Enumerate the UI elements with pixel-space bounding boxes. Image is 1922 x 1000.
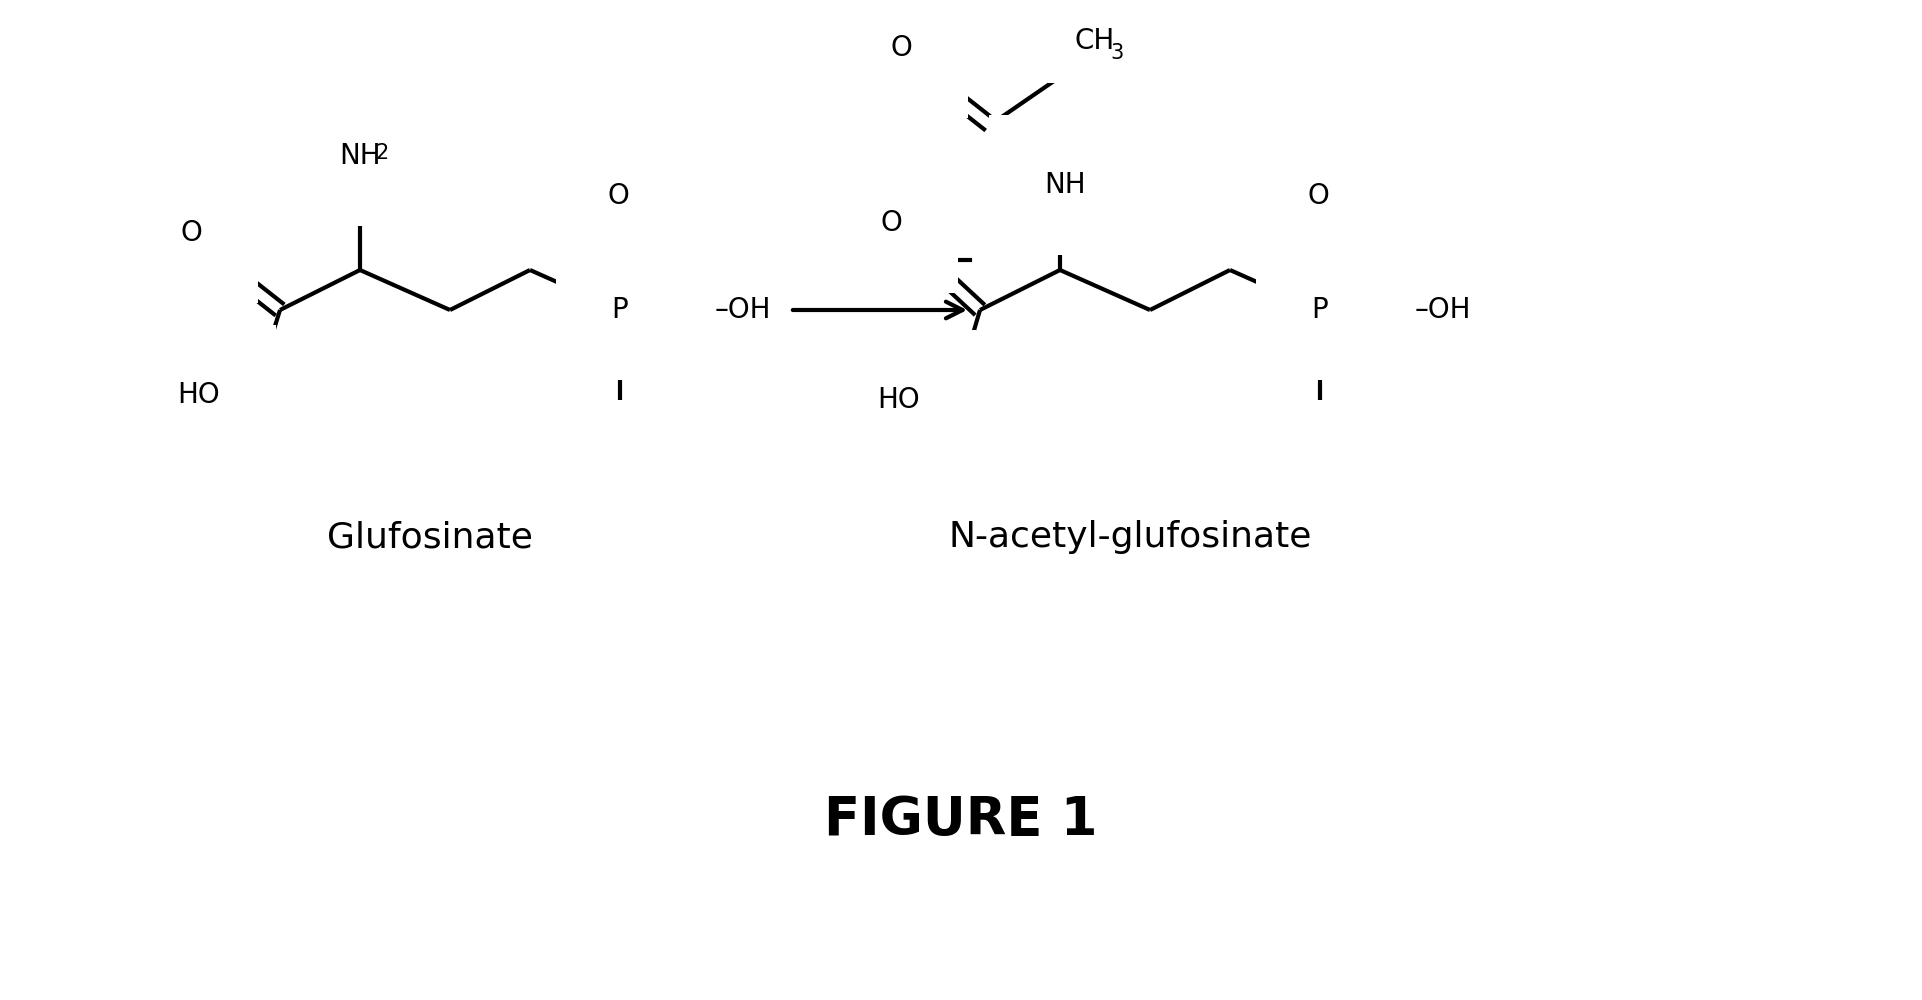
Text: NH: NH (1044, 171, 1086, 199)
Text: –OH: –OH (715, 296, 771, 324)
Text: O: O (1307, 182, 1328, 210)
Text: P: P (611, 296, 628, 324)
Text: CH: CH (1074, 27, 1115, 55)
Text: N-acetyl-glufosinate: N-acetyl-glufosinate (948, 520, 1311, 554)
Text: DSM2: DSM2 (840, 220, 921, 248)
Text: HO: HO (177, 381, 219, 409)
Text: O: O (880, 209, 901, 237)
Text: O: O (890, 34, 913, 62)
Text: Glufosinate: Glufosinate (327, 520, 532, 554)
Text: –OH: –OH (1415, 296, 1472, 324)
Text: 3: 3 (1111, 43, 1122, 63)
Text: O: O (607, 182, 628, 210)
Text: NH: NH (338, 142, 381, 170)
Text: P: P (1311, 296, 1328, 324)
Text: O: O (181, 219, 202, 247)
Text: HO: HO (876, 386, 921, 414)
Text: 2: 2 (375, 143, 388, 163)
Text: FIGURE 1: FIGURE 1 (825, 794, 1097, 846)
